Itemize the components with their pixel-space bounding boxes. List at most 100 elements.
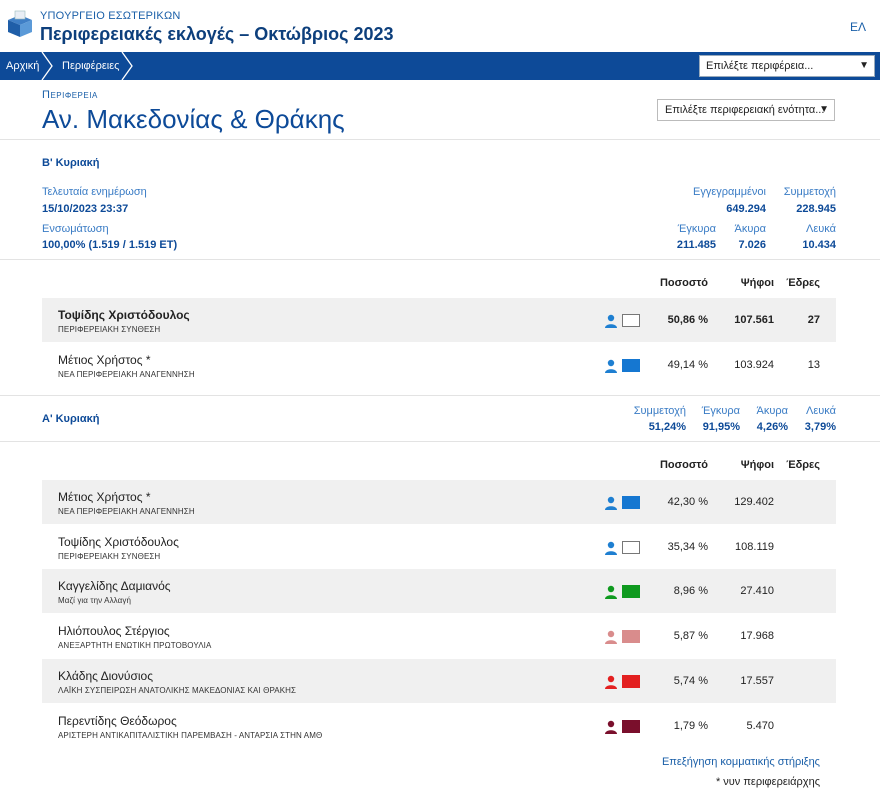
col-header-votes: Ψήφοι bbox=[740, 277, 774, 289]
last-update-label: Τελευταία ενημέρωση bbox=[42, 186, 147, 198]
round-a-title[interactable]: Α' Κυριακή bbox=[42, 413, 100, 425]
person-icon bbox=[604, 359, 618, 373]
breadcrumb-regions[interactable]: Περιφέρειες bbox=[62, 60, 120, 72]
page-header: ΥΠΟΥΡΓΕΙΟ ΕΣΩΤΕΡΙΚΩΝ Περιφερειακές εκλογ… bbox=[0, 0, 880, 52]
party-color-swatch bbox=[622, 358, 640, 372]
blank-value: 10.434 bbox=[802, 239, 836, 251]
round-a-blank-label: Λευκά bbox=[806, 405, 836, 417]
percent-cell: 1,79 % bbox=[673, 719, 708, 732]
table-row: Περεντίδης Θεόδωρος ΑΡΙΣΤΕΡΗ ΑΝΤΙΚΑΠΙΤΑΛΙ… bbox=[42, 704, 836, 748]
breadcrumb-chevron-icon bbox=[121, 52, 133, 80]
party-name: ΑΝΕΞΑΡΤΗΤΗ ΕΝΩΤΙΚΗ ΠΡΩΤΟΒΟΥΛΙΑ bbox=[58, 641, 212, 651]
table-row: Μέτιος Χρήστος * ΝΕΑ ΠΕΡΙΦΕΡΕΙΑΚΗ ΑΝΑΓΕΝΝ… bbox=[42, 343, 836, 387]
percent-cell: 42,30 % bbox=[667, 496, 708, 508]
table-row: Μέτιος Χρήστος * ΝΕΑ ΠΕΡΙΦΕΡΕΙΑΚΗ ΑΝΑΓΕΝΝ… bbox=[42, 480, 836, 524]
round-a-valid-value: 91,95% bbox=[702, 421, 740, 433]
party-support-explanation-link[interactable]: Επεξήγηση κομματικής στήριξης bbox=[661, 756, 820, 768]
percent-cell: 5,87 % bbox=[673, 630, 708, 643]
round-a-invalid-value: 4,26% bbox=[756, 421, 788, 433]
page-title[interactable]: Περιφερειακές εκλογές – Οκτώβριος 2023 bbox=[40, 24, 394, 44]
turnout-label: Συμμετοχή bbox=[783, 186, 836, 198]
round-a-turnout-value: 51,24% bbox=[648, 421, 686, 433]
party-color-swatch bbox=[622, 585, 640, 599]
col-header-percent: Ποσοστό bbox=[659, 459, 708, 471]
col-header-votes: Ψήφοι bbox=[740, 459, 774, 471]
regional-unit-select[interactable]: Επιλέξτε περιφερειακή ενότητα... ▼ bbox=[657, 99, 835, 121]
person-icon bbox=[604, 585, 618, 600]
party-name: ΑΡΙΣΤΕΡΗ ΑΝΤΙΚΑΠΙΤΑΛΙΣΤΙΚΗ ΠΑΡΕΜΒΑΣΗ - Α… bbox=[58, 730, 323, 740]
integration-label: Ενσωμάτωση bbox=[42, 223, 109, 235]
table-row: Ηλιόπουλος Στέργιος ΑΝΕΞΑΡΤΗΤΗ ΕΝΩΤΙΚΗ ΠΡ… bbox=[42, 614, 836, 658]
regional-unit-select-value: Επιλέξτε περιφερειακή ενότητα... bbox=[665, 104, 825, 116]
col-header-seats: Έδρες bbox=[786, 459, 820, 471]
candidate-name: Καγγελίδης Δαμιανός bbox=[58, 579, 171, 594]
invalid-label: Άκυρα bbox=[734, 223, 766, 235]
party-name: ΝΕΑ ΠΕΡΙΦΕΡΕΙΑΚΗ ΑΝΑΓΕΝΝΗΣΗ bbox=[58, 507, 195, 516]
party-color-swatch bbox=[622, 314, 640, 327]
party-name: ΝΕΑ ΠΕΡΙΦΕΡΕΙΑΚΗ ΑΝΑΓΕΝΝΗΣΗ bbox=[58, 369, 195, 379]
table-row: Τοψίδης Χριστόδουλος ΠΕΡΙΦΕΡΕΙΑΚΗ ΣΥΝΘΕΣΗ… bbox=[42, 298, 836, 342]
round-a-invalid-label: Άκυρα bbox=[756, 405, 788, 417]
votes-cell: 17.557 bbox=[740, 674, 774, 687]
region-select[interactable]: Επιλέξτε περιφέρεια... ▼ bbox=[699, 55, 875, 77]
blank-label: Λευκά bbox=[806, 223, 836, 235]
table-row: Κλάδης Διονύσιος ΛΑΪΚΗ ΣΥΣΠΕΙΡΩΣΗ ΑΝΑΤΟΛΙ… bbox=[42, 658, 836, 703]
last-update-value: 15/10/2023 23:37 bbox=[42, 203, 129, 215]
person-icon bbox=[604, 541, 618, 555]
candidate-name: Ηλιόπουλος Στέργιος bbox=[58, 624, 170, 639]
seats-cell: 27 bbox=[807, 314, 820, 326]
person-icon bbox=[604, 630, 618, 645]
col-header-percent: Ποσοστό bbox=[659, 277, 708, 289]
person-icon bbox=[604, 675, 618, 689]
chevron-down-icon: ▼ bbox=[859, 60, 869, 71]
candidate-name: Περεντίδης Θεόδωρος bbox=[58, 713, 177, 728]
table-row: Καγγελίδης Δαμιανός Μαζί για την Αλλαγή 8,… bbox=[42, 569, 836, 614]
votes-cell: 17.968 bbox=[740, 630, 774, 643]
candidate-name: Τοψίδης Χριστόδουλος bbox=[58, 534, 179, 549]
person-icon bbox=[604, 314, 618, 328]
percent-cell: 50,86 % bbox=[667, 314, 708, 326]
percent-cell: 35,34 % bbox=[667, 540, 708, 553]
turnout-value: 228.945 bbox=[796, 203, 836, 215]
round-a-valid-label: Έγκυρα bbox=[701, 405, 740, 417]
ministry-name[interactable]: ΥΠΟΥΡΓΕΙΟ ΕΣΩΤΕΡΙΚΩΝ bbox=[40, 10, 181, 22]
percent-cell: 5,74 % bbox=[673, 674, 708, 687]
candidate-name: Κλάδης Διονύσιος bbox=[58, 668, 154, 683]
party-name: ΛΑΪΚΗ ΣΥΣΠΕΙΡΩΣΗ ΑΝΑΤΟΛΙΚΗΣ ΜΑΚΕΔΟΝΙΑΣ Κ… bbox=[58, 685, 297, 695]
votes-cell: 5.470 bbox=[746, 719, 774, 732]
divider bbox=[0, 139, 880, 140]
round-b-title: Β' Κυριακή bbox=[42, 157, 100, 169]
chevron-down-icon: ▼ bbox=[819, 104, 829, 115]
breadcrumb-chevron-icon bbox=[41, 52, 53, 80]
person-icon bbox=[604, 720, 618, 734]
breadcrumb-home[interactable]: Αρχική bbox=[6, 60, 40, 72]
region-select-value: Επιλέξτε περιφέρεια... bbox=[706, 60, 814, 72]
seats-cell: 13 bbox=[807, 358, 820, 371]
party-color-swatch bbox=[622, 540, 640, 554]
person-icon bbox=[604, 496, 618, 510]
votes-cell: 27.410 bbox=[740, 585, 774, 598]
language-switch[interactable]: ΕΛ bbox=[849, 20, 866, 34]
party-color-swatch bbox=[622, 674, 640, 688]
col-header-seats: Έδρες bbox=[786, 277, 820, 289]
integration-value: 100,00% (1.519 / 1.519 ΕΤ) bbox=[42, 239, 178, 251]
percent-cell: 49,14 % bbox=[667, 358, 708, 371]
valid-label: Έγκυρα bbox=[677, 223, 716, 235]
round-a-turnout-label: Συμμετοχή bbox=[633, 405, 686, 417]
votes-cell: 129.402 bbox=[734, 496, 774, 508]
party-name: Μαζί για την Αλλαγή bbox=[58, 596, 132, 606]
party-color-swatch bbox=[622, 630, 640, 644]
votes-cell: 108.119 bbox=[735, 540, 774, 553]
round-a-blank-value: 3,79% bbox=[804, 421, 836, 433]
divider bbox=[0, 259, 880, 260]
table-row: Τοψίδης Χριστόδουλος ΠΕΡΙΦΕΡΕΙΑΚΗ ΣΥΝΘΕΣΗ… bbox=[42, 525, 836, 569]
party-name: ΠΕΡΙΦΕΡΕΙΑΚΗ ΣΥΝΘΕΣΗ bbox=[58, 551, 161, 561]
candidate-name: Μέτιος Χρήστος * bbox=[58, 490, 151, 504]
registered-label: Εγγεγραμμένοι bbox=[693, 186, 766, 198]
ballot-box-logo-icon[interactable] bbox=[6, 10, 34, 38]
candidate-name: Μέτιος Χρήστος * bbox=[58, 352, 151, 367]
percent-cell: 8,96 % bbox=[673, 585, 708, 598]
party-color-swatch bbox=[622, 719, 640, 733]
divider bbox=[0, 441, 880, 442]
party-name: ΠΕΡΙΦΕΡΕΙΑΚΗ ΣΥΝΘΕΣΗ bbox=[58, 325, 161, 334]
